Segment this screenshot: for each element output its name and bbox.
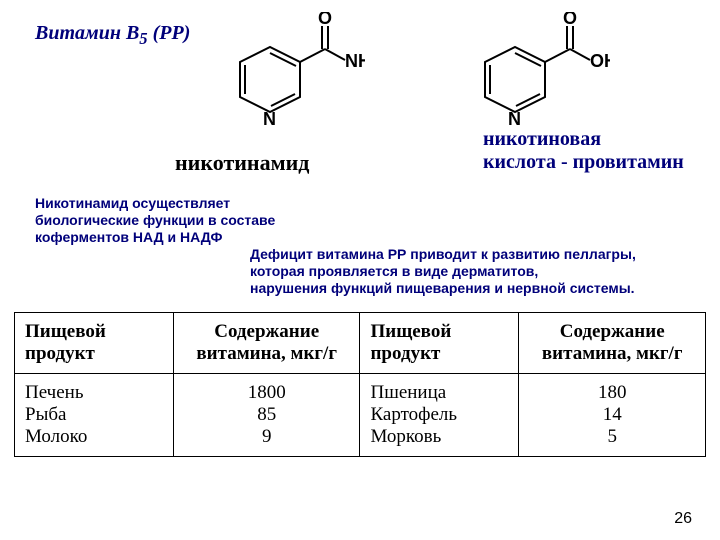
- page-number: 26: [674, 510, 692, 528]
- nicacid-line1: никотиновая: [483, 128, 601, 150]
- nicacid-line2: кислота - провитамин: [483, 151, 684, 173]
- svg-text:NH: NH: [345, 51, 365, 71]
- nicotinamide-structure-diagram: O NH 2 N: [195, 12, 365, 147]
- page-title: Витамин В5 (РР): [35, 22, 190, 49]
- th-1: Пищевой продукт: [15, 313, 174, 374]
- table-header-row: Пищевой продукт Содержание витамина, мкг…: [15, 313, 706, 374]
- group-nh: NH: [345, 51, 365, 71]
- blurb-line1: Никотинамид осуществляет: [35, 195, 230, 211]
- title-sub: 5: [139, 29, 147, 48]
- table-data-row: Печень Рыба Молоко 1800 85 9 Пшеница Кар…: [15, 374, 706, 457]
- title-prefix: Витамин В: [35, 22, 139, 44]
- right-val-2: 14: [603, 404, 622, 425]
- title-suffix: (РР): [148, 22, 191, 44]
- deficit-line2: которая проявляется в виде дерматитов,: [250, 263, 538, 279]
- th-3: Пищевой продукт: [360, 313, 519, 374]
- th-2: Содержание витамина, мкг/г: [173, 313, 360, 374]
- right-items-cell: Пшеница Картофель Морковь: [360, 374, 519, 457]
- atom-o-2: O: [563, 12, 577, 28]
- atom-o: O: [318, 12, 332, 28]
- right-val-3: 5: [607, 426, 617, 447]
- right-item-3: Морковь: [370, 426, 441, 447]
- blurb-line2: биологические функции в составе: [35, 212, 275, 228]
- group-oh: OH: [590, 51, 610, 71]
- deficit-blurb: Дефицит витамина РР приводит к развитию …: [250, 246, 680, 296]
- deficit-line3: нарушения функций пищеварения и нервной …: [250, 280, 635, 296]
- left-item-1: Печень: [25, 382, 84, 403]
- th-4: Содержание витамина, мкг/г: [519, 313, 706, 374]
- nicotinic-acid-label: никотиновая кислота - провитамин: [483, 128, 684, 174]
- atom-n-2: N: [508, 109, 521, 129]
- left-item-3: Молоко: [25, 426, 87, 447]
- nicotinic-acid-structure-diagram: O OH N: [440, 12, 610, 147]
- left-val-2: 85: [257, 404, 276, 425]
- left-items-cell: Печень Рыба Молоко: [15, 374, 174, 457]
- left-values-cell: 1800 85 9: [173, 374, 360, 457]
- right-values-cell: 180 14 5: [519, 374, 706, 457]
- left-val-3: 9: [262, 426, 272, 447]
- right-item-1: Пшеница: [370, 382, 446, 403]
- left-item-2: Рыба: [25, 404, 66, 425]
- right-item-2: Картофель: [370, 404, 457, 425]
- deficit-line1: Дефицит витамина РР приводит к развитию …: [250, 246, 636, 262]
- blurb-line3: коферментов НАД и НАДФ: [35, 229, 223, 245]
- content-table: Пищевой продукт Содержание витамина, мкг…: [14, 312, 706, 457]
- atom-n: N: [263, 109, 276, 129]
- function-blurb: Никотинамид осуществляет биологические ф…: [35, 195, 275, 245]
- right-val-1: 180: [598, 382, 627, 403]
- nicotinamide-label: никотинамид: [175, 150, 309, 176]
- left-val-1: 1800: [248, 382, 286, 403]
